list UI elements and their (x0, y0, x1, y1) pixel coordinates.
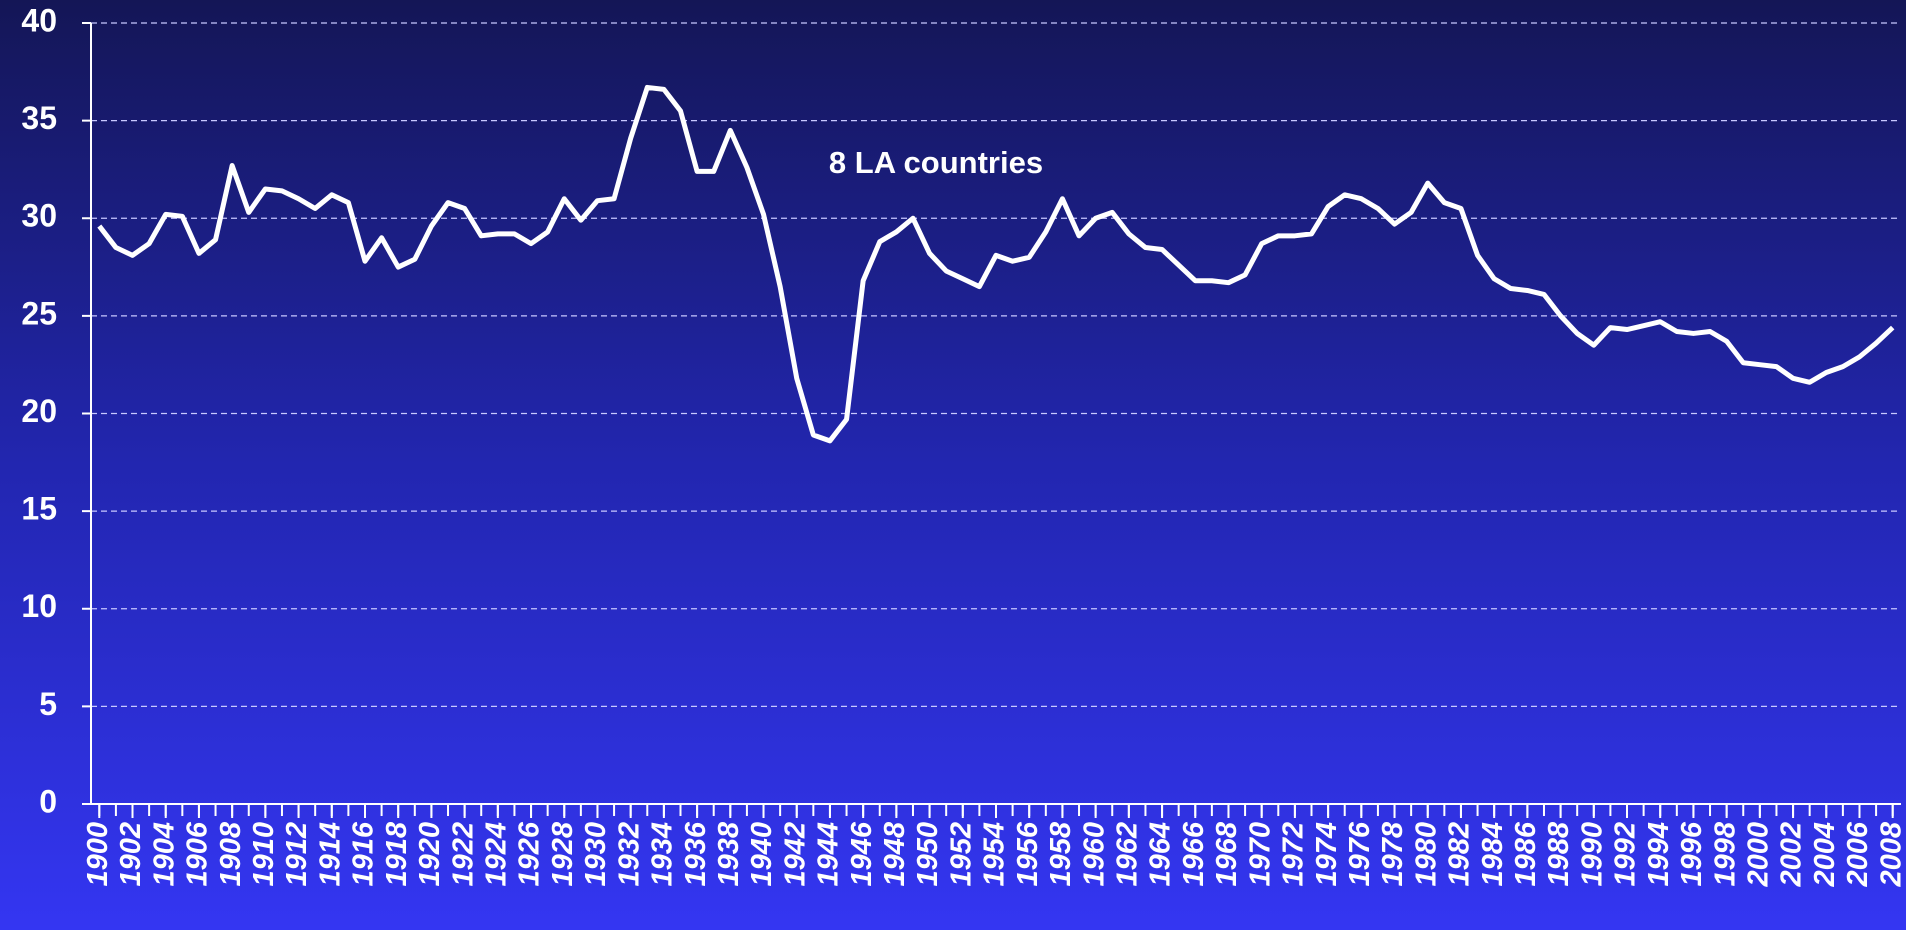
x-tick-label: 1924 (480, 822, 512, 887)
x-tick-label: 2004 (1809, 822, 1841, 888)
x-tick-label: 1932 (613, 822, 645, 887)
x-tick-label: 1968 (1211, 821, 1243, 886)
y-tick-label: 35 (21, 100, 57, 136)
x-tick-label: 1944 (813, 822, 845, 887)
x-tick-label: 1926 (514, 821, 546, 886)
x-tick-label: 1914 (314, 822, 346, 887)
x-tick-label: 1940 (746, 822, 778, 887)
x-tick-label: 1980 (1410, 822, 1442, 887)
x-tick-label: 1954 (979, 822, 1011, 887)
x-tick-label: 1930 (580, 822, 612, 887)
x-tick-label: 1918 (381, 821, 413, 886)
x-tick-label: 2008 (1875, 821, 1906, 887)
x-tick-label: 1976 (1344, 821, 1376, 886)
x-tick-label: 2006 (1842, 821, 1874, 887)
x-tick-label: 1992 (1610, 822, 1642, 887)
x-tick-label: 1960 (1078, 822, 1110, 887)
x-tick-label: 1938 (713, 821, 745, 886)
data-line (97, 84, 1895, 444)
x-tick-label: 1908 (215, 821, 247, 886)
x-tick-label: 1998 (1709, 821, 1741, 886)
y-tick-label: 30 (21, 198, 57, 234)
annotation: 8 LA countries (829, 145, 1043, 180)
y-tick-label: 15 (21, 491, 57, 527)
x-tick-label: 1912 (281, 822, 313, 887)
y-tick-label: 10 (21, 588, 57, 624)
x-tick-label: 1972 (1278, 822, 1310, 887)
x-tick-label: 1950 (912, 822, 944, 887)
y-tick-label: 5 (39, 686, 57, 722)
x-tick-label: 1988 (1543, 821, 1575, 886)
x-tick-label: 1948 (879, 821, 911, 886)
x-tick-label: 1978 (1377, 821, 1409, 886)
x-tick-label: 1964 (1145, 822, 1177, 887)
y-tick-label: 40 (21, 2, 57, 38)
x-tick-label: 1910 (248, 822, 280, 887)
x-tick-label: 1996 (1676, 821, 1708, 886)
x-tick-label: 1958 (1045, 821, 1077, 886)
x-tick-label: 1936 (680, 821, 712, 886)
x-tick-label: 1942 (779, 822, 811, 887)
x-tick-label: 1952 (945, 822, 977, 887)
x-tick-label: 1974 (1311, 822, 1343, 887)
y-tick-label: 0 (39, 783, 57, 819)
x-tick-label: 2000 (1743, 822, 1775, 888)
y-tick-label: 25 (21, 295, 57, 331)
x-tick-label: 1900 (82, 822, 114, 887)
x-tick-label: 1970 (1244, 822, 1276, 887)
x-tick-label: 1922 (447, 822, 479, 887)
x-tick-label: 1906 (182, 821, 214, 886)
x-tick-label: 1962 (1112, 822, 1144, 887)
y-tick-label: 20 (21, 393, 57, 429)
x-tick-label: 1990 (1576, 822, 1608, 887)
x-tick-label: 1982 (1444, 822, 1476, 887)
x-tick-label: 1920 (414, 822, 446, 887)
x-tick-label: 1946 (846, 821, 878, 886)
x-tick-label: 1984 (1477, 822, 1509, 887)
x-tick-label: 1986 (1510, 821, 1542, 886)
x-tick-label: 2002 (1776, 822, 1808, 888)
x-tick-label: 1902 (115, 822, 147, 887)
x-tick-label: 1994 (1643, 822, 1675, 887)
x-tick-label: 1966 (1178, 821, 1210, 886)
x-tick-label: 1904 (148, 822, 180, 887)
x-tick-label: 1956 (1012, 821, 1044, 886)
x-tick-label: 1934 (647, 822, 679, 887)
x-tick-label: 1928 (547, 821, 579, 886)
x-tick-label: 1916 (348, 821, 380, 886)
